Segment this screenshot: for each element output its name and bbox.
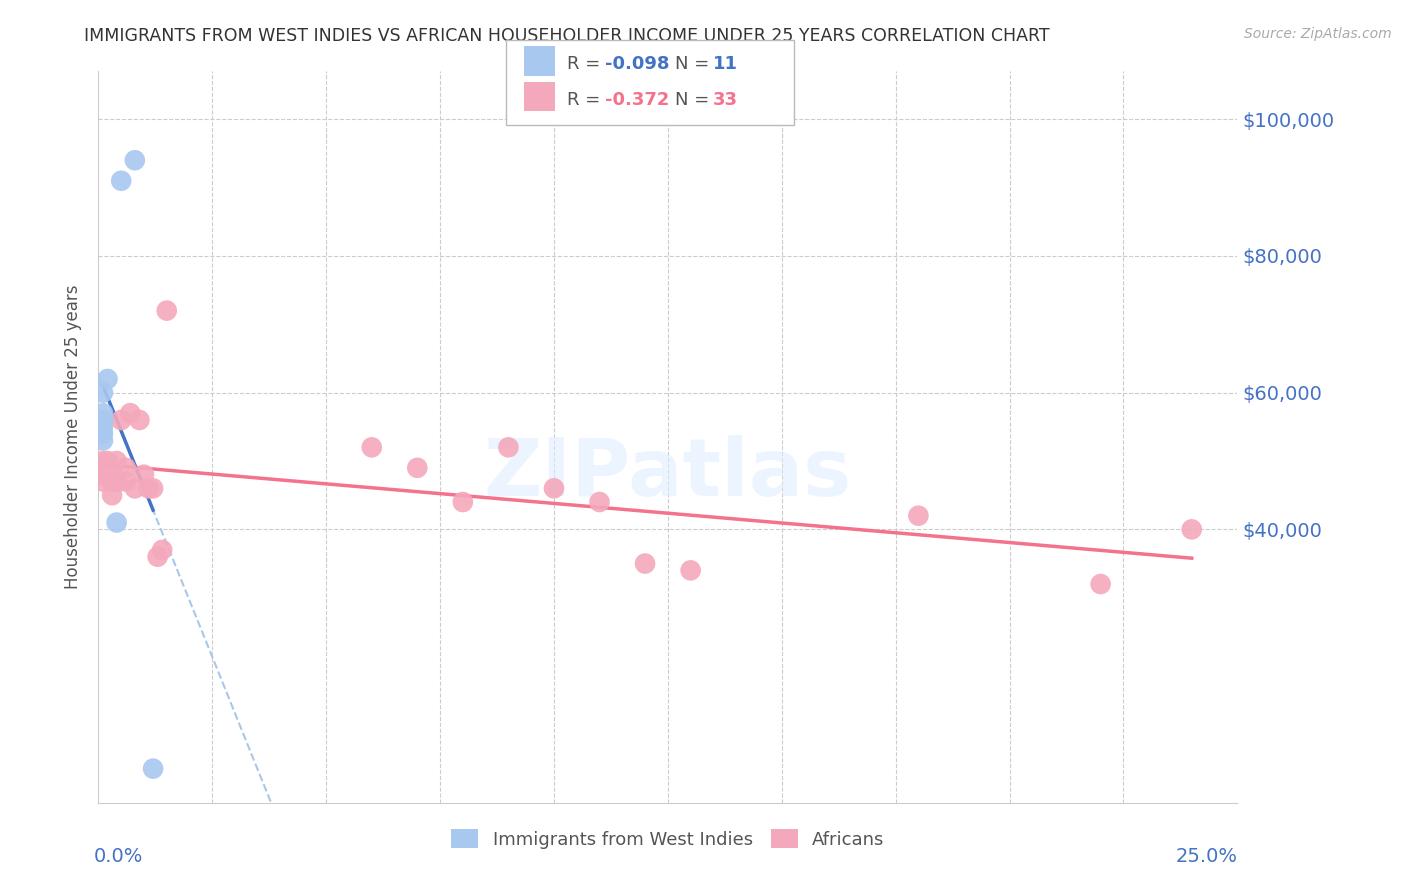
Point [91, 406, 114, 420]
Text: IMMIGRANTS FROM WEST INDIES VS AFRICAN HOUSEHOLDER INCOME UNDER 25 YEARS CORRELA: IMMIGRANTS FROM WEST INDIES VS AFRICAN H… [84, 27, 1050, 45]
Point [120, 406, 142, 420]
Point [105, 454, 128, 468]
Point [498, 440, 520, 454]
Point [110, 413, 132, 427]
Point [156, 303, 179, 318]
Point [101, 467, 124, 482]
Point [114, 460, 136, 475]
Point [1181, 522, 1204, 536]
Point [146, 549, 169, 564]
Point [96, 454, 118, 468]
Text: N =: N = [675, 91, 714, 109]
Text: R =: R = [567, 55, 606, 73]
Text: Source: ZipAtlas.com: Source: ZipAtlas.com [1244, 27, 1392, 41]
Point [142, 481, 165, 495]
Text: 0.0%: 0.0% [94, 847, 143, 866]
Point [114, 475, 136, 489]
Text: R =: R = [567, 91, 606, 109]
Point [150, 542, 173, 557]
Point [128, 413, 150, 427]
Point [91, 426, 114, 441]
Legend: Immigrants from West Indies, Africans: Immigrants from West Indies, Africans [444, 822, 891, 856]
Point [101, 475, 124, 489]
Point [907, 508, 929, 523]
Point [91, 413, 114, 427]
Point [101, 488, 124, 502]
Text: -0.372: -0.372 [605, 91, 669, 109]
Text: -0.098: -0.098 [605, 55, 669, 73]
Point [360, 440, 382, 454]
Text: N =: N = [675, 55, 714, 73]
Point [138, 481, 160, 495]
Point [91, 434, 114, 448]
Point [588, 495, 610, 509]
Point [96, 467, 118, 482]
Point [96, 372, 118, 386]
Text: 11: 11 [713, 55, 738, 73]
Point [451, 495, 474, 509]
Point [91, 385, 114, 400]
Point [91, 454, 114, 468]
Point [91, 467, 114, 482]
Point [679, 563, 702, 577]
Point [543, 481, 565, 495]
Point [91, 420, 114, 434]
Point [634, 557, 657, 571]
Point [91, 475, 114, 489]
Point [406, 460, 429, 475]
Point [105, 516, 128, 530]
Point [105, 475, 128, 489]
Text: 33: 33 [713, 91, 738, 109]
Point [124, 481, 146, 495]
Point [142, 762, 165, 776]
Point [132, 467, 155, 482]
Point [124, 153, 146, 168]
Text: 25.0%: 25.0% [1175, 847, 1237, 866]
Point [110, 174, 132, 188]
Text: ZIPatlas: ZIPatlas [484, 434, 852, 513]
Y-axis label: Householder Income Under 25 years: Householder Income Under 25 years [65, 285, 83, 590]
Point [1090, 577, 1112, 591]
